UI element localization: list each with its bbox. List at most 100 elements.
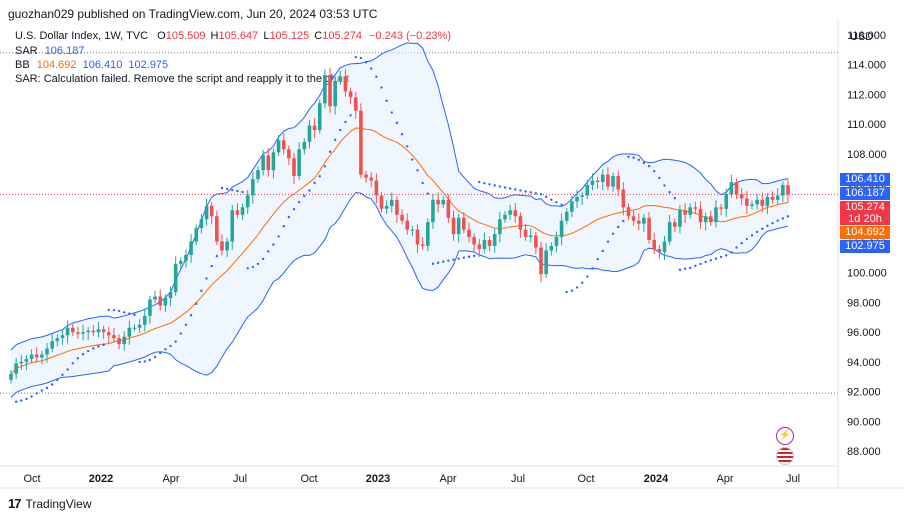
sar-dot [339, 128, 342, 132]
lightning-icon[interactable]: ⚡ [776, 427, 794, 445]
legend-bb[interactable]: BB 104.692 106.410 102.975 [15, 59, 168, 71]
sar-dot [375, 75, 378, 78]
candle-body [498, 219, 502, 235]
sar-dot [493, 184, 496, 187]
candle-body [328, 75, 332, 107]
sar-dot [498, 185, 502, 188]
sar-dot [323, 165, 327, 168]
x-tick-label: Oct [577, 473, 594, 485]
candle-body [215, 216, 219, 242]
bb-upper-value: 106.410 [82, 59, 123, 71]
candle-body [456, 217, 461, 235]
sar-dot [328, 150, 332, 153]
candle-body [709, 216, 713, 223]
candle-body [76, 332, 80, 334]
sar-dot [596, 257, 599, 261]
candle-body [600, 174, 605, 183]
y-tick-label: 96.000 [847, 327, 881, 339]
sar-dot [488, 183, 491, 186]
x-tick-label: Apr [162, 473, 179, 485]
sar-dot [781, 217, 785, 220]
sar-dot [472, 254, 476, 258]
sar-dot [699, 262, 702, 266]
candle-body [575, 196, 579, 202]
sar-dot [174, 340, 177, 343]
sar-dot [287, 215, 291, 219]
y-tick-label: 114.000 [847, 60, 886, 72]
candle-body [168, 292, 173, 299]
sar-dot [771, 221, 774, 225]
change-value: −0.243 (−0.23%) [369, 30, 451, 42]
sar-dot [467, 255, 471, 258]
sar-dot [503, 186, 507, 189]
sar-dot [251, 265, 255, 269]
us-flag-icon[interactable] [776, 447, 794, 465]
sar-dot [349, 114, 352, 117]
sar-dot [97, 345, 100, 348]
sar-dot [159, 351, 162, 355]
sar-dot [478, 180, 481, 184]
candle-body [369, 177, 373, 181]
sar-dot [694, 264, 697, 268]
y-tick-label: 98.000 [847, 297, 881, 309]
sar-dot [205, 277, 208, 280]
sar-dot [200, 289, 203, 292]
y-tick-label: 108.000 [847, 149, 887, 161]
sar-dot [431, 262, 435, 266]
candle-body [482, 240, 487, 249]
y-tick-label: 94.000 [847, 357, 881, 369]
sar-dot [277, 235, 280, 238]
candle-body [662, 241, 667, 252]
tradingview-footer[interactable]: 17 TradingView [8, 496, 92, 511]
currency-unit[interactable]: USD [850, 31, 874, 43]
sar-dot [369, 67, 373, 70]
sar-dot [529, 191, 532, 194]
candle-body [642, 217, 646, 224]
candle-body [590, 180, 595, 186]
candle-body [137, 324, 142, 328]
sar-dot [606, 240, 610, 243]
candle-body [570, 201, 574, 212]
high-value: 105.647 [218, 30, 259, 42]
sar-dot [725, 254, 728, 257]
sar-dot [622, 219, 625, 223]
candle-body [451, 217, 456, 235]
open-label: O [157, 30, 166, 42]
symbol-title[interactable]: U.S. Dollar Index, 1W, TVC [15, 30, 149, 42]
candle-body [467, 229, 471, 238]
sar-dot [313, 181, 316, 185]
candle-body [698, 208, 703, 223]
candle-body [96, 329, 101, 333]
candle-body [230, 210, 235, 242]
sar-dot [35, 392, 38, 395]
candle-body [389, 199, 394, 206]
candle-body [60, 335, 65, 339]
candle-body [9, 373, 13, 380]
sar-dot [539, 193, 543, 196]
candle-body [719, 207, 723, 209]
candle-body [112, 335, 116, 339]
sar-dot [555, 201, 558, 204]
candle-body [173, 263, 178, 293]
candle-body [40, 354, 44, 358]
sar-dot [483, 181, 486, 185]
candle-body [426, 222, 430, 246]
candle-body [101, 329, 106, 333]
sar-dot [128, 312, 131, 315]
sar-dot [256, 262, 260, 266]
candle-body [528, 235, 533, 238]
sar-dot [740, 241, 743, 245]
candle-body [760, 199, 765, 206]
sar-dot [81, 353, 85, 356]
candle-body [240, 207, 245, 215]
candle-body [672, 222, 677, 227]
sar-dot [750, 234, 754, 237]
legend-sar[interactable]: SAR 106.187 [15, 45, 84, 57]
sar-dot [514, 188, 517, 191]
sar-dot [220, 186, 224, 190]
candle-body [19, 361, 24, 364]
sar-dot [709, 259, 713, 262]
sar-dot [292, 207, 296, 211]
sar-dot [92, 347, 95, 350]
